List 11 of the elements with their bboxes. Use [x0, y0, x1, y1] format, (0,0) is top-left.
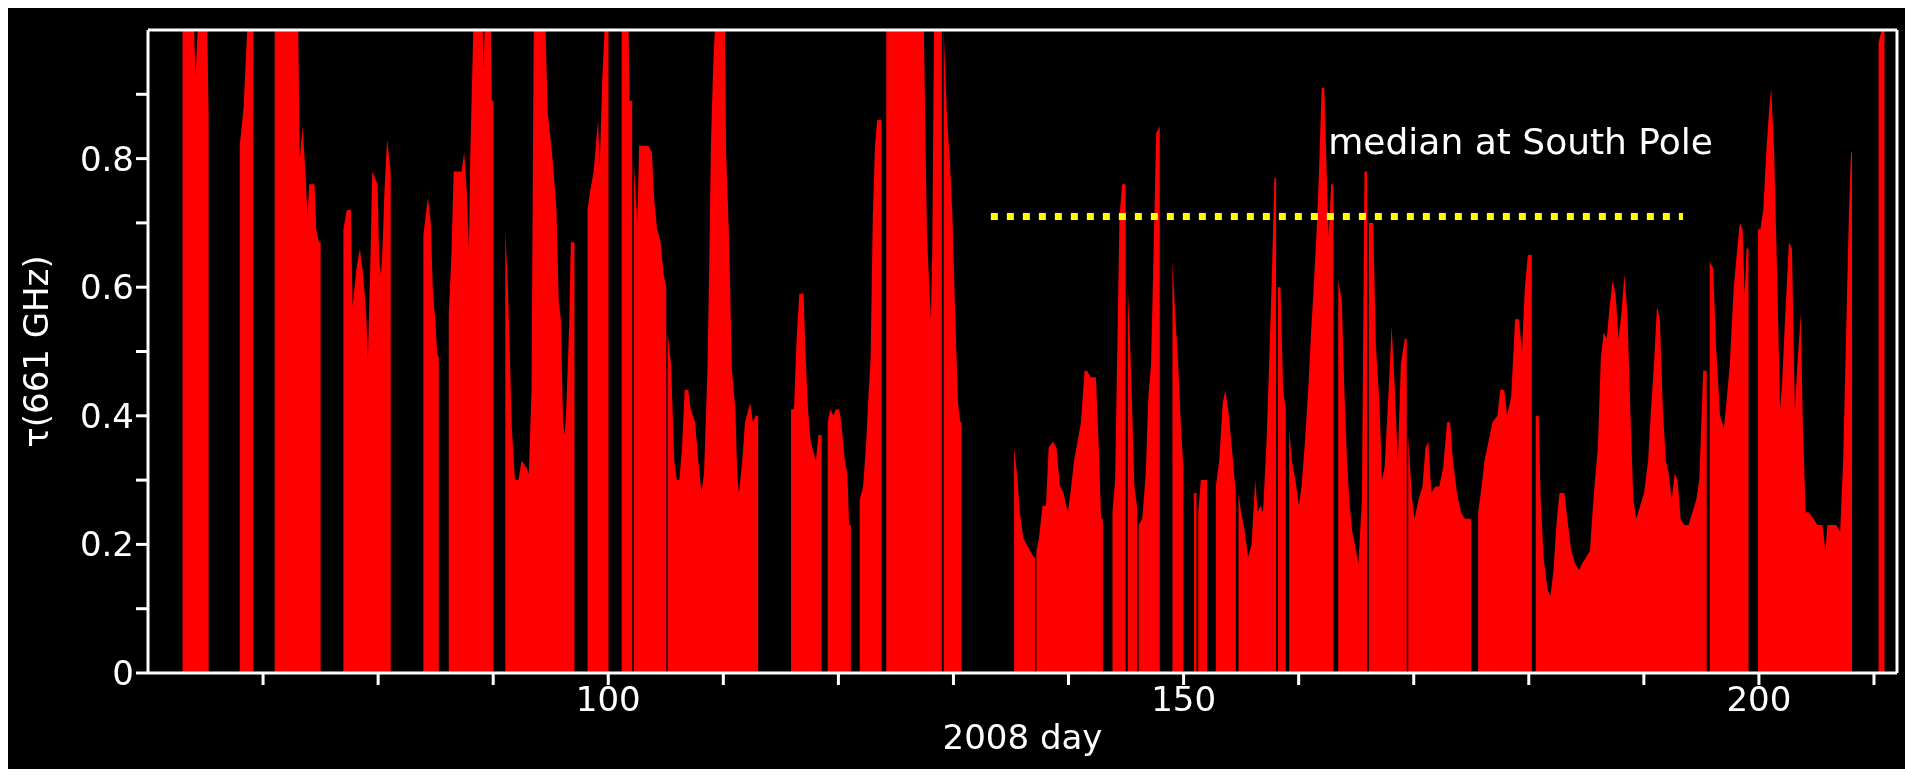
- y-tick-label: 0.8: [79, 138, 134, 179]
- x-tick-label: 100: [575, 679, 641, 720]
- y-axis-title: τ(661 GHz): [16, 255, 57, 448]
- y-tick-label: 0.6: [79, 267, 134, 308]
- y-tick-label: 0: [112, 653, 134, 694]
- x-axis-title: 2008 day: [942, 717, 1103, 757]
- y-tick-label: 0.2: [79, 524, 134, 565]
- x-tick-label: 150: [1151, 679, 1217, 720]
- series-label: median at South Pole: [1328, 121, 1713, 163]
- x-tick-label: 200: [1726, 679, 1792, 720]
- y-tick-label: 0.4: [79, 395, 134, 436]
